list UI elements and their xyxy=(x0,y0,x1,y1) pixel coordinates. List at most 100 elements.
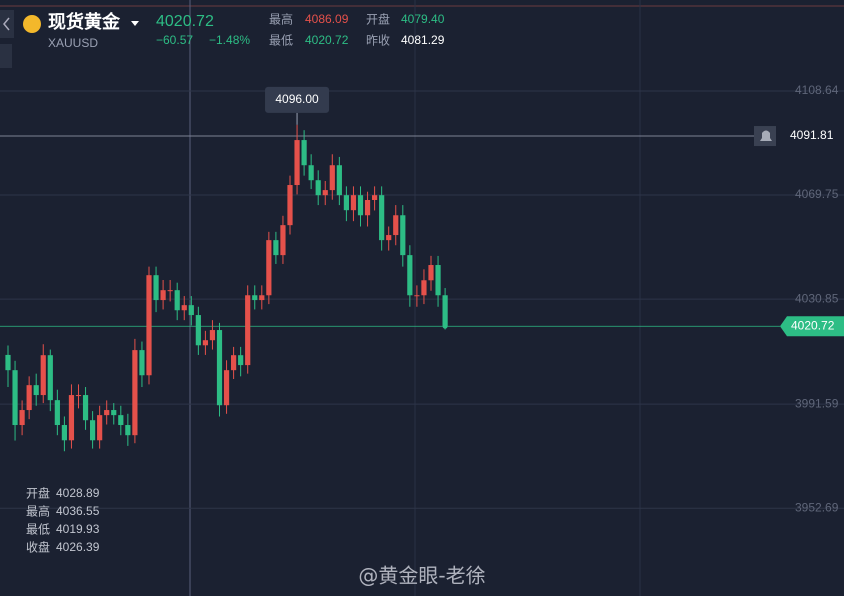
candle-body xyxy=(174,290,180,311)
high-marker-box xyxy=(265,86,330,113)
candle-body xyxy=(350,195,357,211)
price: 4020.72 xyxy=(156,13,214,30)
candle-body xyxy=(407,255,413,296)
candle-body xyxy=(372,195,378,201)
dropdown-icon[interactable] xyxy=(131,21,139,26)
candle-body xyxy=(33,385,39,396)
candle-body xyxy=(357,195,364,216)
value: 4079.40 xyxy=(401,12,445,26)
info-value: 4028.89 xyxy=(56,486,100,500)
candle-body xyxy=(82,395,89,421)
candle-body xyxy=(400,215,406,256)
candle-body xyxy=(294,140,300,186)
label: 昨收 xyxy=(366,34,390,48)
symbol: XAUUSD xyxy=(48,36,98,50)
candle-body xyxy=(40,355,46,396)
value: 4020.72 xyxy=(305,33,349,47)
candle-body xyxy=(104,410,110,416)
last-dot xyxy=(442,323,448,329)
candle-body xyxy=(364,200,371,216)
expand-button[interactable] xyxy=(0,44,12,68)
candle-body xyxy=(329,165,335,191)
candle-body xyxy=(266,240,272,296)
candle-body xyxy=(12,370,18,426)
candle-body xyxy=(111,410,117,416)
change-pct: −1.48% xyxy=(209,33,250,47)
candle-body xyxy=(231,355,237,371)
candle-body xyxy=(139,350,145,376)
candle-body xyxy=(252,295,258,301)
gold-icon xyxy=(23,15,41,33)
y-tick-label: 4108.64 xyxy=(795,83,839,97)
candle-body xyxy=(442,295,448,327)
candle-body xyxy=(47,355,53,401)
candle-body xyxy=(97,415,103,441)
change: −60.57 xyxy=(156,33,193,47)
info-value: 4036.55 xyxy=(56,504,100,518)
candle-body xyxy=(393,215,399,236)
candle-body xyxy=(26,385,32,411)
candle-body xyxy=(315,180,321,196)
candle-body xyxy=(167,290,173,292)
label: 最高 xyxy=(269,12,293,27)
candle-body xyxy=(118,415,124,426)
candle-body xyxy=(90,420,96,441)
candle-body xyxy=(209,330,216,341)
candle-body xyxy=(322,190,328,196)
candle-body xyxy=(68,395,75,441)
alert-label: 4091.81 xyxy=(790,128,834,142)
candle-body xyxy=(308,165,314,181)
candle-body xyxy=(61,425,67,441)
info-label: 收盘 xyxy=(26,540,50,555)
candle-body xyxy=(273,240,279,256)
candle-body xyxy=(132,350,138,436)
y-tick-label: 3991.59 xyxy=(795,396,839,410)
watermark: @黄金眼-老徐 xyxy=(358,564,485,588)
candle-body xyxy=(160,290,166,301)
high-marker-label: 4096.00 xyxy=(275,92,319,106)
last-price-tag xyxy=(780,316,844,337)
candle-body xyxy=(54,400,60,426)
value: 4081.29 xyxy=(401,33,445,47)
back-button[interactable] xyxy=(0,10,14,38)
back-icon xyxy=(3,17,10,31)
info-value: 4026.39 xyxy=(56,540,100,554)
y-tick-label: 3952.69 xyxy=(795,500,839,514)
candle-body xyxy=(343,195,349,211)
candle-body xyxy=(414,295,420,297)
candle-body xyxy=(336,165,342,196)
candle-body xyxy=(421,280,427,296)
candle-body xyxy=(216,330,223,406)
candle-body xyxy=(287,185,293,226)
candle-body xyxy=(202,340,208,346)
candle-body xyxy=(5,354,11,371)
info-label: 最低 xyxy=(26,523,50,537)
candle-body xyxy=(153,275,159,301)
last-price-label: 4020.72 xyxy=(791,318,835,332)
candle-body xyxy=(19,410,25,426)
instrument-name[interactable]: 现货黄金 xyxy=(48,11,121,33)
label: 最低 xyxy=(269,34,293,48)
candle-body xyxy=(301,140,307,166)
candle-body xyxy=(259,295,265,301)
y-tick-label: 4069.75 xyxy=(795,187,839,201)
candle-body xyxy=(75,395,82,397)
info-value: 4019.93 xyxy=(56,522,100,536)
crosshair-info: 开盘 4028.89 最高 4036.55 最低 4019.93 收盘 4026.39 xyxy=(26,486,100,555)
candle-body xyxy=(428,265,434,281)
candle-body xyxy=(386,235,392,241)
candle-body xyxy=(223,370,230,406)
candle-body xyxy=(238,355,244,366)
plot: 4108.64 4069.75 4030.85 3991.59 3952.69 4091.… xyxy=(0,83,844,514)
candle-body xyxy=(188,305,194,316)
info-label: 最高 xyxy=(26,504,50,519)
y-tick-label: 4030.85 xyxy=(795,291,839,305)
candle-body xyxy=(181,305,187,311)
bell-icon xyxy=(760,130,772,142)
candle-body xyxy=(280,225,286,256)
candle-body xyxy=(379,195,385,241)
candle-body xyxy=(195,315,201,346)
value: 4086.09 xyxy=(305,12,349,26)
